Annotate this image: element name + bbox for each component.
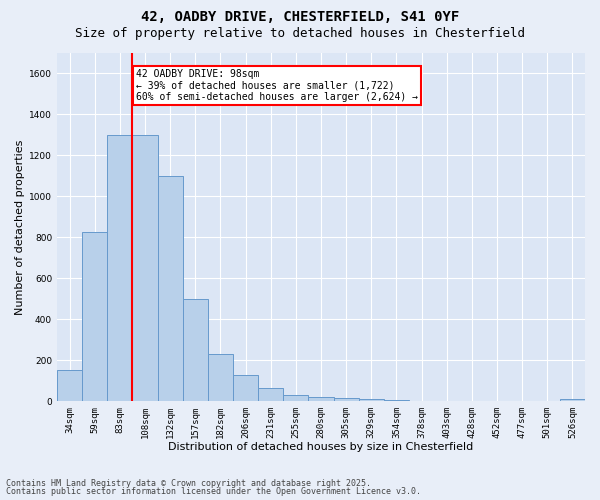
X-axis label: Distribution of detached houses by size in Chesterfield: Distribution of detached houses by size … [169, 442, 473, 452]
Text: Size of property relative to detached houses in Chesterfield: Size of property relative to detached ho… [75, 28, 525, 40]
Bar [308, 397, 334, 401]
Bar [208, 354, 233, 401]
Text: 42 OADBY DRIVE: 98sqm
← 39% of detached houses are smaller (1,722)
60% of semi-d: 42 OADBY DRIVE: 98sqm ← 39% of detached … [136, 69, 418, 102]
Bar [133, 134, 158, 401]
Bar [283, 395, 308, 401]
Text: Contains HM Land Registry data © Crown copyright and database right 2025.: Contains HM Land Registry data © Crown c… [6, 478, 371, 488]
Text: Contains public sector information licensed under the Open Government Licence v3: Contains public sector information licen… [6, 488, 421, 496]
Bar [107, 134, 133, 401]
Bar [183, 298, 208, 401]
Bar [359, 399, 384, 401]
Bar [258, 388, 283, 401]
Bar [57, 370, 82, 401]
Bar [82, 232, 107, 401]
Bar [560, 399, 585, 401]
Bar [233, 374, 258, 401]
Bar [384, 400, 409, 401]
Bar [158, 176, 183, 401]
Text: 42, OADBY DRIVE, CHESTERFIELD, S41 0YF: 42, OADBY DRIVE, CHESTERFIELD, S41 0YF [141, 10, 459, 24]
Bar [334, 398, 359, 401]
Y-axis label: Number of detached properties: Number of detached properties [15, 139, 25, 314]
